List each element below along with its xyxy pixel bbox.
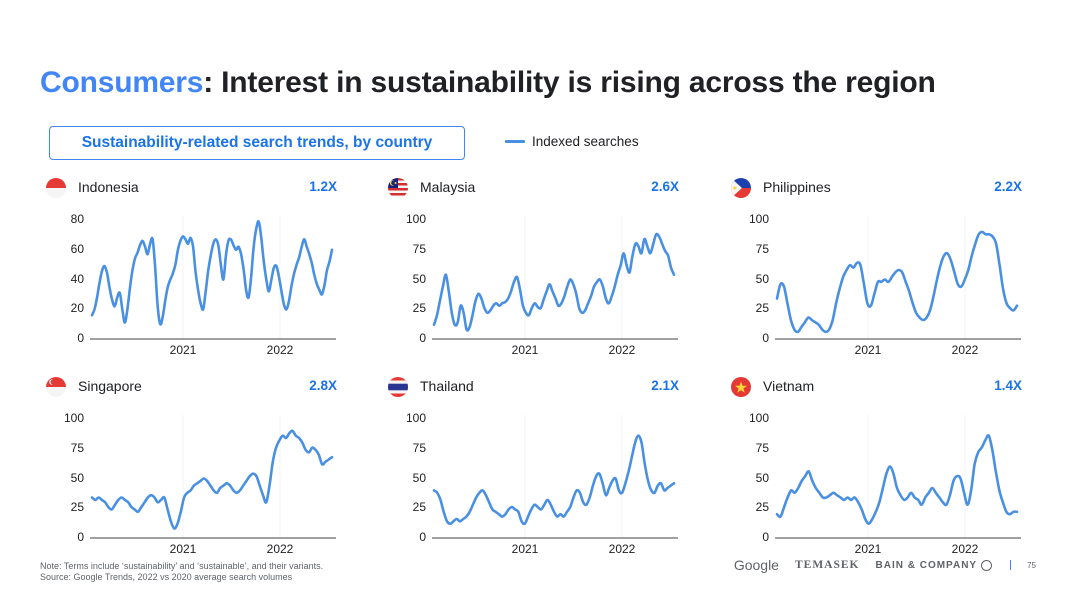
line-chart-singapore <box>40 372 370 562</box>
footnote: Note: Terms include ‘sustainability’ and… <box>40 561 323 583</box>
line-chart-vietnam <box>725 372 1055 562</box>
temasek-logo: TEMASEK <box>795 559 860 571</box>
indexed-searches-line <box>434 234 674 331</box>
indexed-searches-line <box>434 436 674 524</box>
footnote-source: Source: Google Trends, 2022 vs 2020 aver… <box>40 572 323 583</box>
partner-logos: Google TEMASEK BAIN & COMPANY 75 <box>734 557 1036 573</box>
footnote-note: Note: Terms include ‘sustainability’ and… <box>40 561 323 572</box>
chart-panel-malaysia: Malaysia 2.6X 0 25 50 75 100 2021 2022 <box>382 173 712 363</box>
bain-mark-icon <box>981 560 992 571</box>
footer-divider <box>1010 560 1011 570</box>
page-title-highlight: Consumers <box>40 66 203 99</box>
indexed-searches-line <box>777 435 1017 523</box>
chart-panel-philippines: Philippines 2.2X 0 25 50 75 100 2021 2022 <box>725 173 1055 363</box>
page-number: 75 <box>1027 561 1036 570</box>
legend-line-swatch <box>505 140 525 143</box>
chart-subtitle-box: Sustainability-related search trends, by… <box>49 126 465 160</box>
chart-panel-vietnam: Vietnam 1.4X 0 25 50 75 100 2021 2022 <box>725 372 1055 562</box>
bain-logo-text: BAIN & COMPANY <box>876 560 978 571</box>
line-chart-philippines <box>725 173 1055 363</box>
chart-panel-indonesia: Indonesia 1.2X 0 20 40 60 80 2021 2022 <box>40 173 370 363</box>
page-title-rest: : Interest in sustainability is rising a… <box>203 66 935 99</box>
google-logo: Google <box>734 557 779 573</box>
line-chart-indonesia <box>40 173 370 363</box>
legend-label: Indexed searches <box>532 134 639 149</box>
chart-panel-singapore: Singapore 2.8X 0 25 50 75 100 2021 2022 <box>40 372 370 562</box>
page-title: Consumers: Interest in sustainability is… <box>40 66 936 100</box>
line-chart-thailand <box>382 372 712 562</box>
line-chart-malaysia <box>382 173 712 363</box>
chart-legend: Indexed searches <box>505 134 639 149</box>
indexed-searches-line <box>92 221 332 324</box>
indexed-searches-line <box>777 232 1017 332</box>
indexed-searches-line <box>92 431 332 529</box>
chart-panel-thailand: Thailand 2.1X 0 25 50 75 100 2021 2022 <box>382 372 712 562</box>
bain-logo: BAIN & COMPANY <box>876 560 993 571</box>
